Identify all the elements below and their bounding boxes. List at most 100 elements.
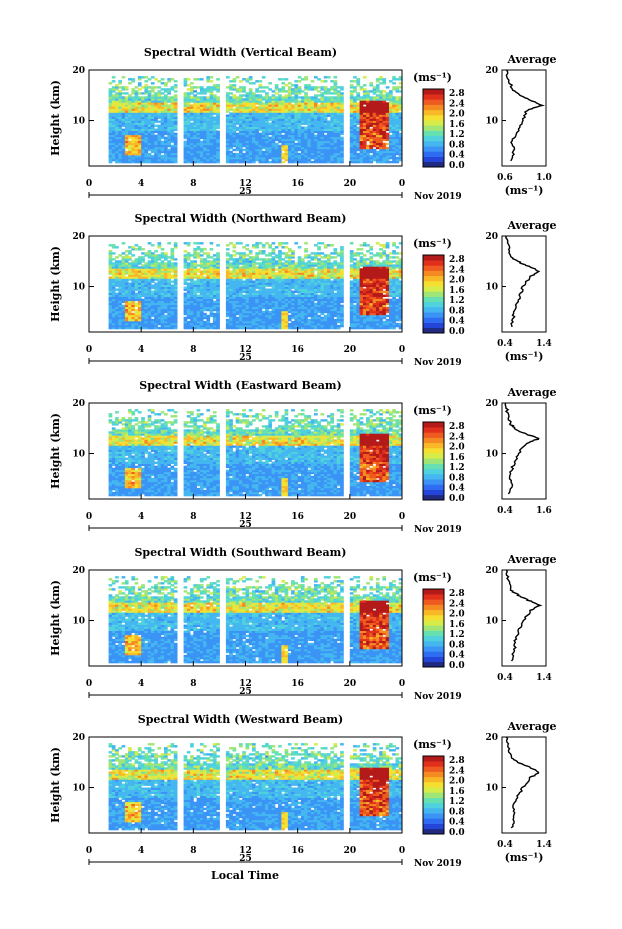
heatmap-cell xyxy=(173,316,178,320)
heatmap-cell xyxy=(268,102,272,105)
heatmap-cell xyxy=(379,122,383,125)
heatmap-cell xyxy=(186,316,191,320)
heatmap-cell xyxy=(144,252,149,255)
heatmap-cell xyxy=(160,124,165,127)
heatmap-cell xyxy=(186,104,191,107)
heatmap-cell xyxy=(330,130,334,133)
heatmap-cell xyxy=(170,304,175,308)
heatmap-cell xyxy=(291,150,295,154)
heatmap-cell xyxy=(323,114,328,117)
heatmap-cell xyxy=(141,108,145,111)
heatmap-cell xyxy=(183,160,188,164)
heatmap-cell xyxy=(157,90,162,93)
heatmap-cell xyxy=(320,134,325,138)
heatmap-cell xyxy=(284,128,289,131)
heatmap-cell xyxy=(206,96,211,99)
heatmap-cell xyxy=(304,118,308,121)
heatmap-cell xyxy=(170,146,175,150)
heatmap-cell xyxy=(252,140,256,144)
heatmap-cell xyxy=(340,124,344,127)
heatmap-cell xyxy=(170,78,175,81)
heatmap-cell xyxy=(369,128,374,131)
heatmap-cell xyxy=(144,122,149,125)
heatmap-cell xyxy=(245,98,250,101)
heatmap-cell xyxy=(304,100,308,103)
heatmap-cell xyxy=(212,142,217,146)
heatmap-cell xyxy=(356,122,361,125)
heatmap-cell xyxy=(389,118,393,121)
heatmap-cell xyxy=(274,144,279,148)
heatmap-cell xyxy=(274,86,279,89)
heatmap-cell xyxy=(366,146,370,150)
heatmap-cell xyxy=(320,120,325,123)
heatmap-cell xyxy=(248,150,253,154)
heatmap-cell xyxy=(307,110,312,113)
heatmap-cell xyxy=(131,136,136,140)
heatmap-cell xyxy=(150,272,155,275)
heatmap-cell xyxy=(278,146,282,150)
heatmap-cell xyxy=(186,326,191,330)
heatmap-cell xyxy=(379,134,383,138)
heatmap-cell xyxy=(196,140,201,144)
heatmap-cell xyxy=(167,296,171,299)
heatmap-cell xyxy=(111,286,116,289)
heatmap-cell xyxy=(167,154,171,158)
heatmap-cell xyxy=(261,118,266,121)
heatmap-cell xyxy=(167,128,171,131)
heatmap-cell xyxy=(183,84,188,87)
heatmap-cell xyxy=(291,154,295,158)
heatmap-cell xyxy=(216,102,220,105)
heatmap-cell xyxy=(287,136,292,140)
heatmap-cell xyxy=(369,108,374,111)
heatmap-cell xyxy=(131,312,136,316)
heatmap-cell xyxy=(206,78,211,81)
heatmap-cell xyxy=(203,284,207,287)
heatmap-cell xyxy=(327,106,331,109)
heatmap-cell xyxy=(245,96,250,99)
heatmap-cell xyxy=(183,146,188,150)
heatmap-cell xyxy=(284,288,289,291)
heatmap-cell xyxy=(173,270,178,273)
heatmap-cell xyxy=(141,306,145,310)
heatmap-cell xyxy=(235,122,240,125)
heatmap-cell xyxy=(239,320,243,324)
heatmap-cell xyxy=(147,120,152,123)
heatmap-cell xyxy=(108,310,113,314)
heatmap-cell xyxy=(274,136,279,140)
heatmap-cell xyxy=(173,302,178,306)
heatmap-cell xyxy=(268,294,272,297)
heatmap-cell xyxy=(304,142,308,146)
heatmap-cell xyxy=(278,260,282,263)
heatmap-cell xyxy=(245,160,250,164)
heatmap-cell xyxy=(359,142,364,146)
heatmap-cell xyxy=(137,288,142,291)
heatmap-cell xyxy=(362,120,367,123)
heatmap-cell xyxy=(281,302,286,306)
heatmap-cell xyxy=(362,160,367,164)
heatmap-cell xyxy=(330,114,334,117)
heatmap-cell xyxy=(173,122,178,125)
heatmap-cell xyxy=(209,100,214,103)
heatmap-cell xyxy=(261,298,266,302)
heatmap-cell xyxy=(327,110,331,113)
heatmap-cell xyxy=(242,86,246,89)
heatmap-cell xyxy=(307,156,312,160)
heatmap-cell xyxy=(212,292,217,295)
heatmap-cell xyxy=(359,108,364,111)
heatmap-cell xyxy=(111,266,116,269)
heatmap-cell xyxy=(261,326,266,330)
heatmap-cell xyxy=(248,90,253,93)
heatmap-cell xyxy=(115,142,119,146)
heatmap-cell xyxy=(300,106,305,109)
heatmap-cell xyxy=(118,310,122,314)
heatmap-cell xyxy=(216,274,220,277)
heatmap-cell xyxy=(128,276,132,279)
heatmap-cell xyxy=(206,106,211,109)
heatmap-cell xyxy=(134,280,139,283)
heatmap-cell xyxy=(297,124,302,127)
heatmap-cell xyxy=(121,278,126,281)
heatmap-cell xyxy=(245,152,250,156)
heatmap-cell xyxy=(261,132,266,136)
heatmap-cell xyxy=(274,156,279,160)
heatmap-cell xyxy=(173,124,178,127)
